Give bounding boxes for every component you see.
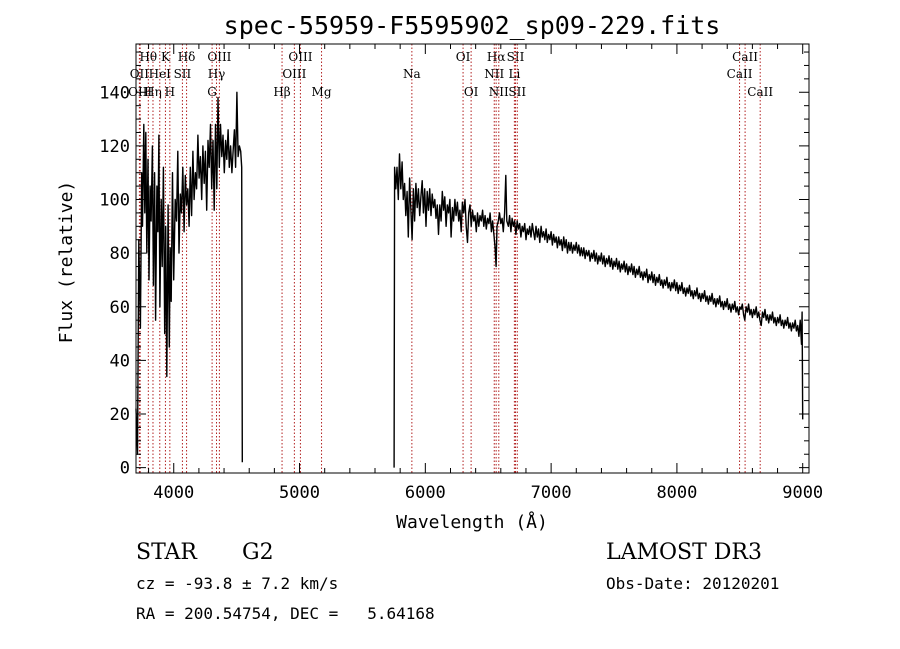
line-label-9: OIII: [207, 50, 231, 64]
line-label-1: OII: [130, 67, 150, 81]
x-tick-label: 6000: [405, 483, 446, 503]
line-label-24: SII: [508, 85, 526, 99]
line-label-27: CaII: [747, 85, 773, 99]
line-label-7: H: [165, 85, 175, 99]
line-label-0: Hθ: [139, 50, 157, 64]
spectrum-series: [135, 91, 804, 468]
line-label-10: Hγ: [208, 67, 226, 81]
obs-date: Obs-Date: 20120201: [606, 574, 780, 593]
x-tick-label: 9000: [782, 483, 823, 503]
survey-label: LAMOST DR3: [606, 540, 762, 565]
y-tick-label: 20: [110, 405, 130, 425]
chart-title: spec-55959-F5595902_sp09-229.fits: [224, 11, 721, 40]
line-label-26: CaII: [727, 67, 753, 81]
x-tick-label: 7000: [531, 483, 572, 503]
spectrum-segment-0: [135, 91, 244, 463]
x-axis-label: Wavelength (Å): [396, 511, 548, 533]
line-label-15: Mg: [312, 85, 332, 99]
redshift-velocity: cz = -93.8 ± 7.2 km/s: [136, 574, 339, 593]
line-label-17: OI: [456, 50, 471, 64]
plot-frame: [135, 43, 810, 474]
axis-ticks: 4000 5000 6000 7000 8000 9000 0 20 40 60 80 100 120 1…: [99, 44, 823, 503]
line-label-6: SII: [174, 67, 192, 81]
line-label-5: HeI: [149, 67, 172, 81]
line-label-12: OIII: [288, 50, 312, 64]
line-label-20: NII: [484, 67, 504, 81]
line-label-22: SII: [507, 50, 525, 64]
y-tick-label: 120: [99, 137, 130, 157]
line-label-4: K: [161, 50, 171, 64]
subclass: G2: [242, 540, 274, 565]
line-label-8: Hδ: [178, 50, 196, 64]
line-label-3: Hη: [144, 85, 162, 99]
spectrum-segment-1: [393, 153, 804, 468]
x-tick-label: 4000: [153, 483, 194, 503]
y-tick-label: 80: [110, 244, 130, 264]
y-tick-label: 40: [110, 351, 130, 371]
line-label-25: CaII: [732, 50, 758, 64]
line-label-23: Li: [508, 67, 520, 81]
coordinates: RA = 200.54754, DEC = 5.64168: [136, 604, 435, 623]
y-tick-label: 60: [110, 298, 130, 318]
object-type: STAR: [136, 540, 197, 565]
line-label-18: OI: [464, 85, 479, 99]
x-tick-label: 5000: [279, 483, 320, 503]
y-tick-label: 0: [120, 459, 130, 479]
line-label-21: NII: [489, 85, 509, 99]
y-tick-label: 100: [99, 191, 130, 211]
line-label-16: Na: [403, 67, 421, 81]
line-label-11: G: [207, 85, 217, 99]
y-axis-label: Flux (relative): [56, 181, 77, 344]
x-tick-label: 8000: [656, 483, 697, 503]
y-tick-label: 140: [99, 83, 130, 103]
line-label-13: OIII: [282, 67, 306, 81]
line-label-14: Hβ: [273, 85, 290, 99]
line-label-19: Hα: [487, 50, 506, 64]
